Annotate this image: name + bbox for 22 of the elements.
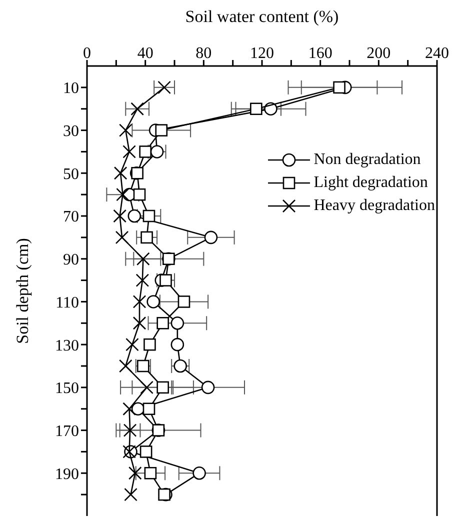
y-tick-label: 170 (55, 422, 79, 440)
y-tick-label: 10 (63, 80, 79, 98)
y-tick-label: 150 (55, 380, 79, 398)
x-tick-label: 120 (250, 45, 274, 62)
legend-label: Heavy degradation (314, 196, 435, 214)
x-tick-label: 200 (366, 45, 391, 62)
x-tick-label: 0 (83, 45, 91, 62)
x-tick-label: 160 (308, 45, 332, 62)
y-tick-label: 30 (63, 122, 79, 140)
y-tick-label: 90 (63, 252, 79, 269)
y-tick-label: 130 (55, 337, 79, 354)
y-tick-label: 110 (56, 294, 79, 312)
legend-label: Light degradation (314, 174, 428, 192)
x-tick-label: 240 (425, 45, 449, 62)
x-axis-title: Soil water content (%) (185, 7, 339, 26)
y-axis-title: Soil depth (cm) (13, 238, 32, 344)
y-tick-label: 190 (55, 466, 79, 483)
legend-label: Non degradation (314, 150, 421, 168)
y-tick-label: 50 (63, 166, 79, 183)
x-tick-label: 80 (196, 45, 212, 62)
y-tick-label: 70 (63, 208, 79, 226)
x-tick-label: 40 (137, 45, 154, 62)
